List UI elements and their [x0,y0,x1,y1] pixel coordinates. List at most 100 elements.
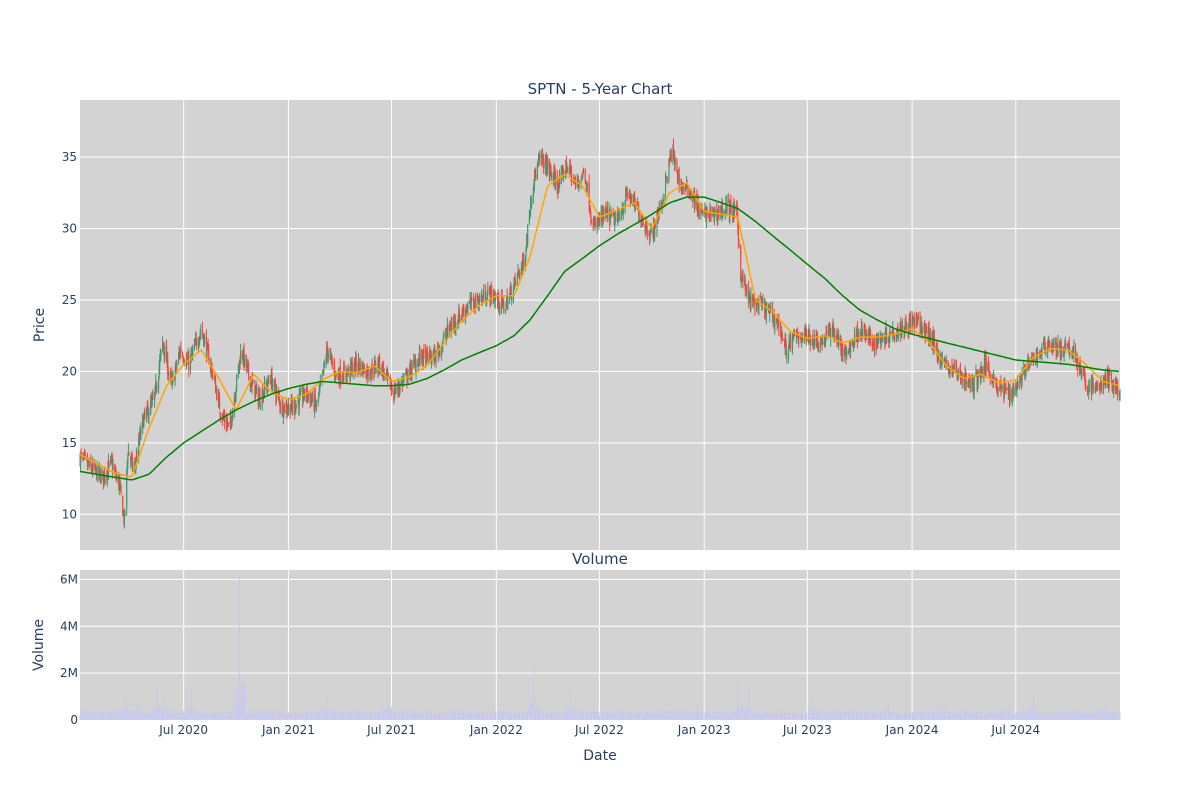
volume-bar [1116,712,1118,720]
candle-body-down [381,363,384,377]
volume-bar [311,715,313,720]
volume-bar [696,711,698,720]
volume-bar [1064,715,1066,720]
volume-bar [737,677,739,720]
candle-body-down [291,404,294,410]
candle-body-down [690,191,692,196]
candle-body-down [219,396,221,410]
volume-bar [1056,714,1058,720]
candle-body-up [847,352,849,354]
volume-bar [220,716,222,720]
volume-bar [88,710,90,720]
volume-bar [657,711,659,720]
volume-bar [505,711,507,720]
candle-body-down [660,205,662,208]
volume-bar [989,713,991,720]
candle-body-up [1048,341,1050,348]
volume-bar [995,712,997,720]
candle-body-up [317,399,319,401]
volume-bar [834,710,836,720]
volume-bar [82,710,84,720]
volume-bar [118,711,120,720]
candle-body-down [981,368,983,377]
volume-bar [574,711,576,720]
volume-bar [406,711,408,720]
volume-bar [569,708,571,720]
volume-bar [429,715,431,720]
candle-body-down [848,348,851,350]
candle-body-down [1024,368,1026,375]
volume-bar [80,712,82,720]
volume-bar [172,710,174,720]
candle-body-up [189,355,192,371]
volume-bar [1110,712,1112,720]
volume-bar [90,710,92,720]
volume-bar [632,716,634,720]
volume-bar [885,710,887,720]
candle-body-up [907,329,909,333]
volume-bar [211,714,213,720]
candle-body-up [921,330,923,333]
candle-body-up [112,465,114,469]
candle-body-down [785,341,787,347]
candle-body-up [521,264,523,267]
volume-bar [562,713,564,720]
volume-bar [369,711,371,720]
candle-body-up [260,404,262,407]
candle-body-down [924,329,926,337]
candle-body-down [334,377,336,379]
volume-bar [977,711,979,720]
volume-bar [339,716,341,720]
candle-body-up [811,336,814,344]
volume-bar [983,715,985,720]
volume-bar [259,710,261,720]
candle-body-down [491,290,493,301]
candle-body-down [387,372,389,377]
candle-body-up [769,310,771,315]
candle-body-up [200,331,202,333]
candle-body-up [724,211,726,213]
candle-body-up [879,336,881,341]
candle-body-down [367,369,369,376]
volume-bar [517,713,519,720]
volume-bar [641,710,643,720]
candle-body-down [207,344,209,351]
volume-bar [123,708,125,720]
volume-bar [953,714,955,720]
volume-bar [318,715,320,720]
volume-bar [580,712,582,720]
candle-body-up [155,381,157,384]
candle-body-up [832,322,834,329]
volume-bar [940,711,942,720]
candle-body-up [822,341,824,345]
volume-bar [112,710,114,720]
candle-body-down [556,177,558,188]
volume-bar [836,712,838,720]
candle-body-up [347,366,349,374]
candle-body-up [536,165,538,179]
volume-bar [725,715,727,720]
candle-body-down [778,315,780,329]
volume-bar [303,711,305,720]
candle-body-up [534,171,536,186]
volume-bar [709,716,711,720]
candle-body-down [102,471,104,483]
candle-body-down [976,372,978,386]
candle-body-down [561,168,564,171]
volume-bar [941,710,943,720]
volume-bar [585,712,587,720]
candle-body-up [824,340,826,343]
volume-bar [350,711,352,720]
volume-bar [171,712,173,720]
candle-body-up [267,377,269,389]
candle-body-down [880,335,882,345]
candle-body-down [287,408,289,410]
candle-body-down [363,364,365,374]
candle-body-up [912,319,914,321]
candle-body-down [270,382,272,385]
candle-body-up [717,210,720,212]
candle-body-down [940,359,942,362]
candle-body-down [812,334,814,346]
candle-body-down [1105,374,1107,388]
volume-bar [126,710,128,720]
